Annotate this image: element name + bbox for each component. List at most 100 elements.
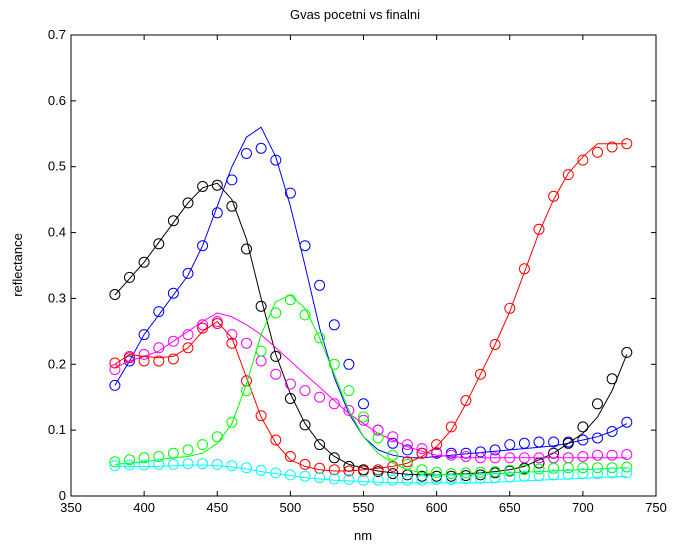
series-1-marker (533, 436, 545, 448)
series-1-marker (504, 439, 516, 451)
series-2-marker (138, 256, 150, 268)
series-5-marker (518, 464, 530, 476)
series-6-marker (533, 470, 545, 482)
series-4-marker (314, 462, 326, 474)
series-6-marker (489, 472, 501, 484)
series-6-marker (241, 462, 252, 474)
series-6-marker (518, 470, 530, 482)
series-6-marker (255, 464, 267, 476)
series-4-marker (504, 302, 516, 314)
series-5-marker (387, 449, 399, 461)
series-6-marker (460, 473, 472, 485)
series-4-marker (211, 318, 223, 329)
series-3-marker (431, 447, 443, 458)
series-5-marker (358, 411, 369, 423)
series-5-marker (504, 464, 516, 476)
series-6-marker (299, 470, 311, 482)
series-1-marker (592, 432, 603, 444)
series-5-marker (548, 462, 560, 474)
series-4-marker (621, 138, 633, 150)
series-6-marker (109, 460, 121, 472)
series-3-line (114, 312, 627, 459)
series-5-marker (153, 451, 165, 462)
series-5-marker (401, 458, 413, 470)
series-6-marker (387, 474, 399, 486)
series-6-marker (167, 458, 179, 470)
series-4-line (114, 143, 627, 472)
series-4-marker (562, 169, 574, 181)
series-3-marker (153, 342, 165, 354)
series-1-marker (299, 240, 311, 252)
series-4-marker (343, 465, 355, 477)
series-4-marker (460, 395, 472, 406)
series-2-marker (255, 300, 267, 312)
series-4-marker (431, 439, 443, 451)
series-5-marker (241, 385, 252, 397)
series-5-marker (343, 385, 355, 397)
series-1-marker (518, 437, 530, 449)
series-2-marker (284, 393, 296, 404)
x-tick-label: 600 (426, 500, 448, 515)
series-3-marker (314, 391, 326, 403)
series-3-marker (109, 364, 121, 376)
series-6-marker (226, 460, 238, 472)
series-1-marker (489, 444, 501, 456)
series-5-marker (197, 439, 209, 451)
series-1-marker (387, 437, 399, 449)
x-axis-label: nm (354, 528, 372, 543)
series-1-marker (548, 436, 560, 448)
series-1-marker (138, 329, 150, 341)
series-1-marker (606, 426, 618, 437)
series-2-marker (431, 470, 443, 482)
series-6-marker (416, 474, 428, 486)
series-4-marker (445, 421, 457, 433)
series-1-marker (197, 240, 209, 252)
series-2-marker (592, 398, 603, 410)
series-6-marker (606, 467, 618, 479)
series-2-marker (182, 197, 194, 209)
series-1-marker (211, 207, 223, 219)
series-3-marker (270, 368, 282, 380)
series-2-marker (211, 179, 223, 191)
series-6-marker (124, 459, 135, 471)
series-1-marker (124, 355, 135, 367)
series-5-marker (592, 462, 603, 474)
series-2-marker (299, 419, 311, 431)
y-tick-label: 0.1 (48, 422, 66, 437)
series-1-line (114, 126, 628, 459)
series-5-marker (372, 432, 384, 444)
series-5-marker (211, 431, 223, 443)
series-1-marker (241, 148, 252, 159)
series-5-marker (138, 452, 150, 464)
series-1-marker (167, 287, 179, 299)
series-4-marker (548, 190, 560, 202)
series-5-marker (431, 466, 443, 478)
series-4-marker (167, 353, 179, 365)
series-5-marker (182, 444, 194, 456)
series-4 (109, 138, 633, 477)
y-tick-label: 0 (59, 488, 66, 503)
series-3-marker (460, 451, 472, 462)
x-tick-label: 500 (280, 500, 302, 515)
series-6-marker (270, 467, 282, 479)
series-6-marker (372, 474, 384, 486)
series-2-marker (606, 373, 618, 385)
series-5-marker (124, 454, 135, 466)
x-tick-label: 550 (353, 500, 375, 515)
series-5-marker (533, 463, 545, 475)
series-6 (109, 458, 633, 486)
series-3-marker (518, 452, 530, 464)
series-4-marker (153, 355, 165, 367)
series-6-marker (621, 467, 633, 479)
series-2-marker (577, 421, 589, 433)
series-1-marker (577, 434, 589, 446)
series-1-marker (284, 187, 296, 199)
series-5-marker (328, 358, 340, 370)
series-3-marker (138, 348, 150, 360)
series-6-marker (562, 468, 574, 480)
series-3-marker (621, 449, 633, 460)
series-3-marker (328, 398, 340, 410)
series-4-marker (358, 465, 369, 477)
series-1-marker (109, 379, 121, 391)
chart-title: Gvas pocetni vs finalni (290, 7, 420, 22)
